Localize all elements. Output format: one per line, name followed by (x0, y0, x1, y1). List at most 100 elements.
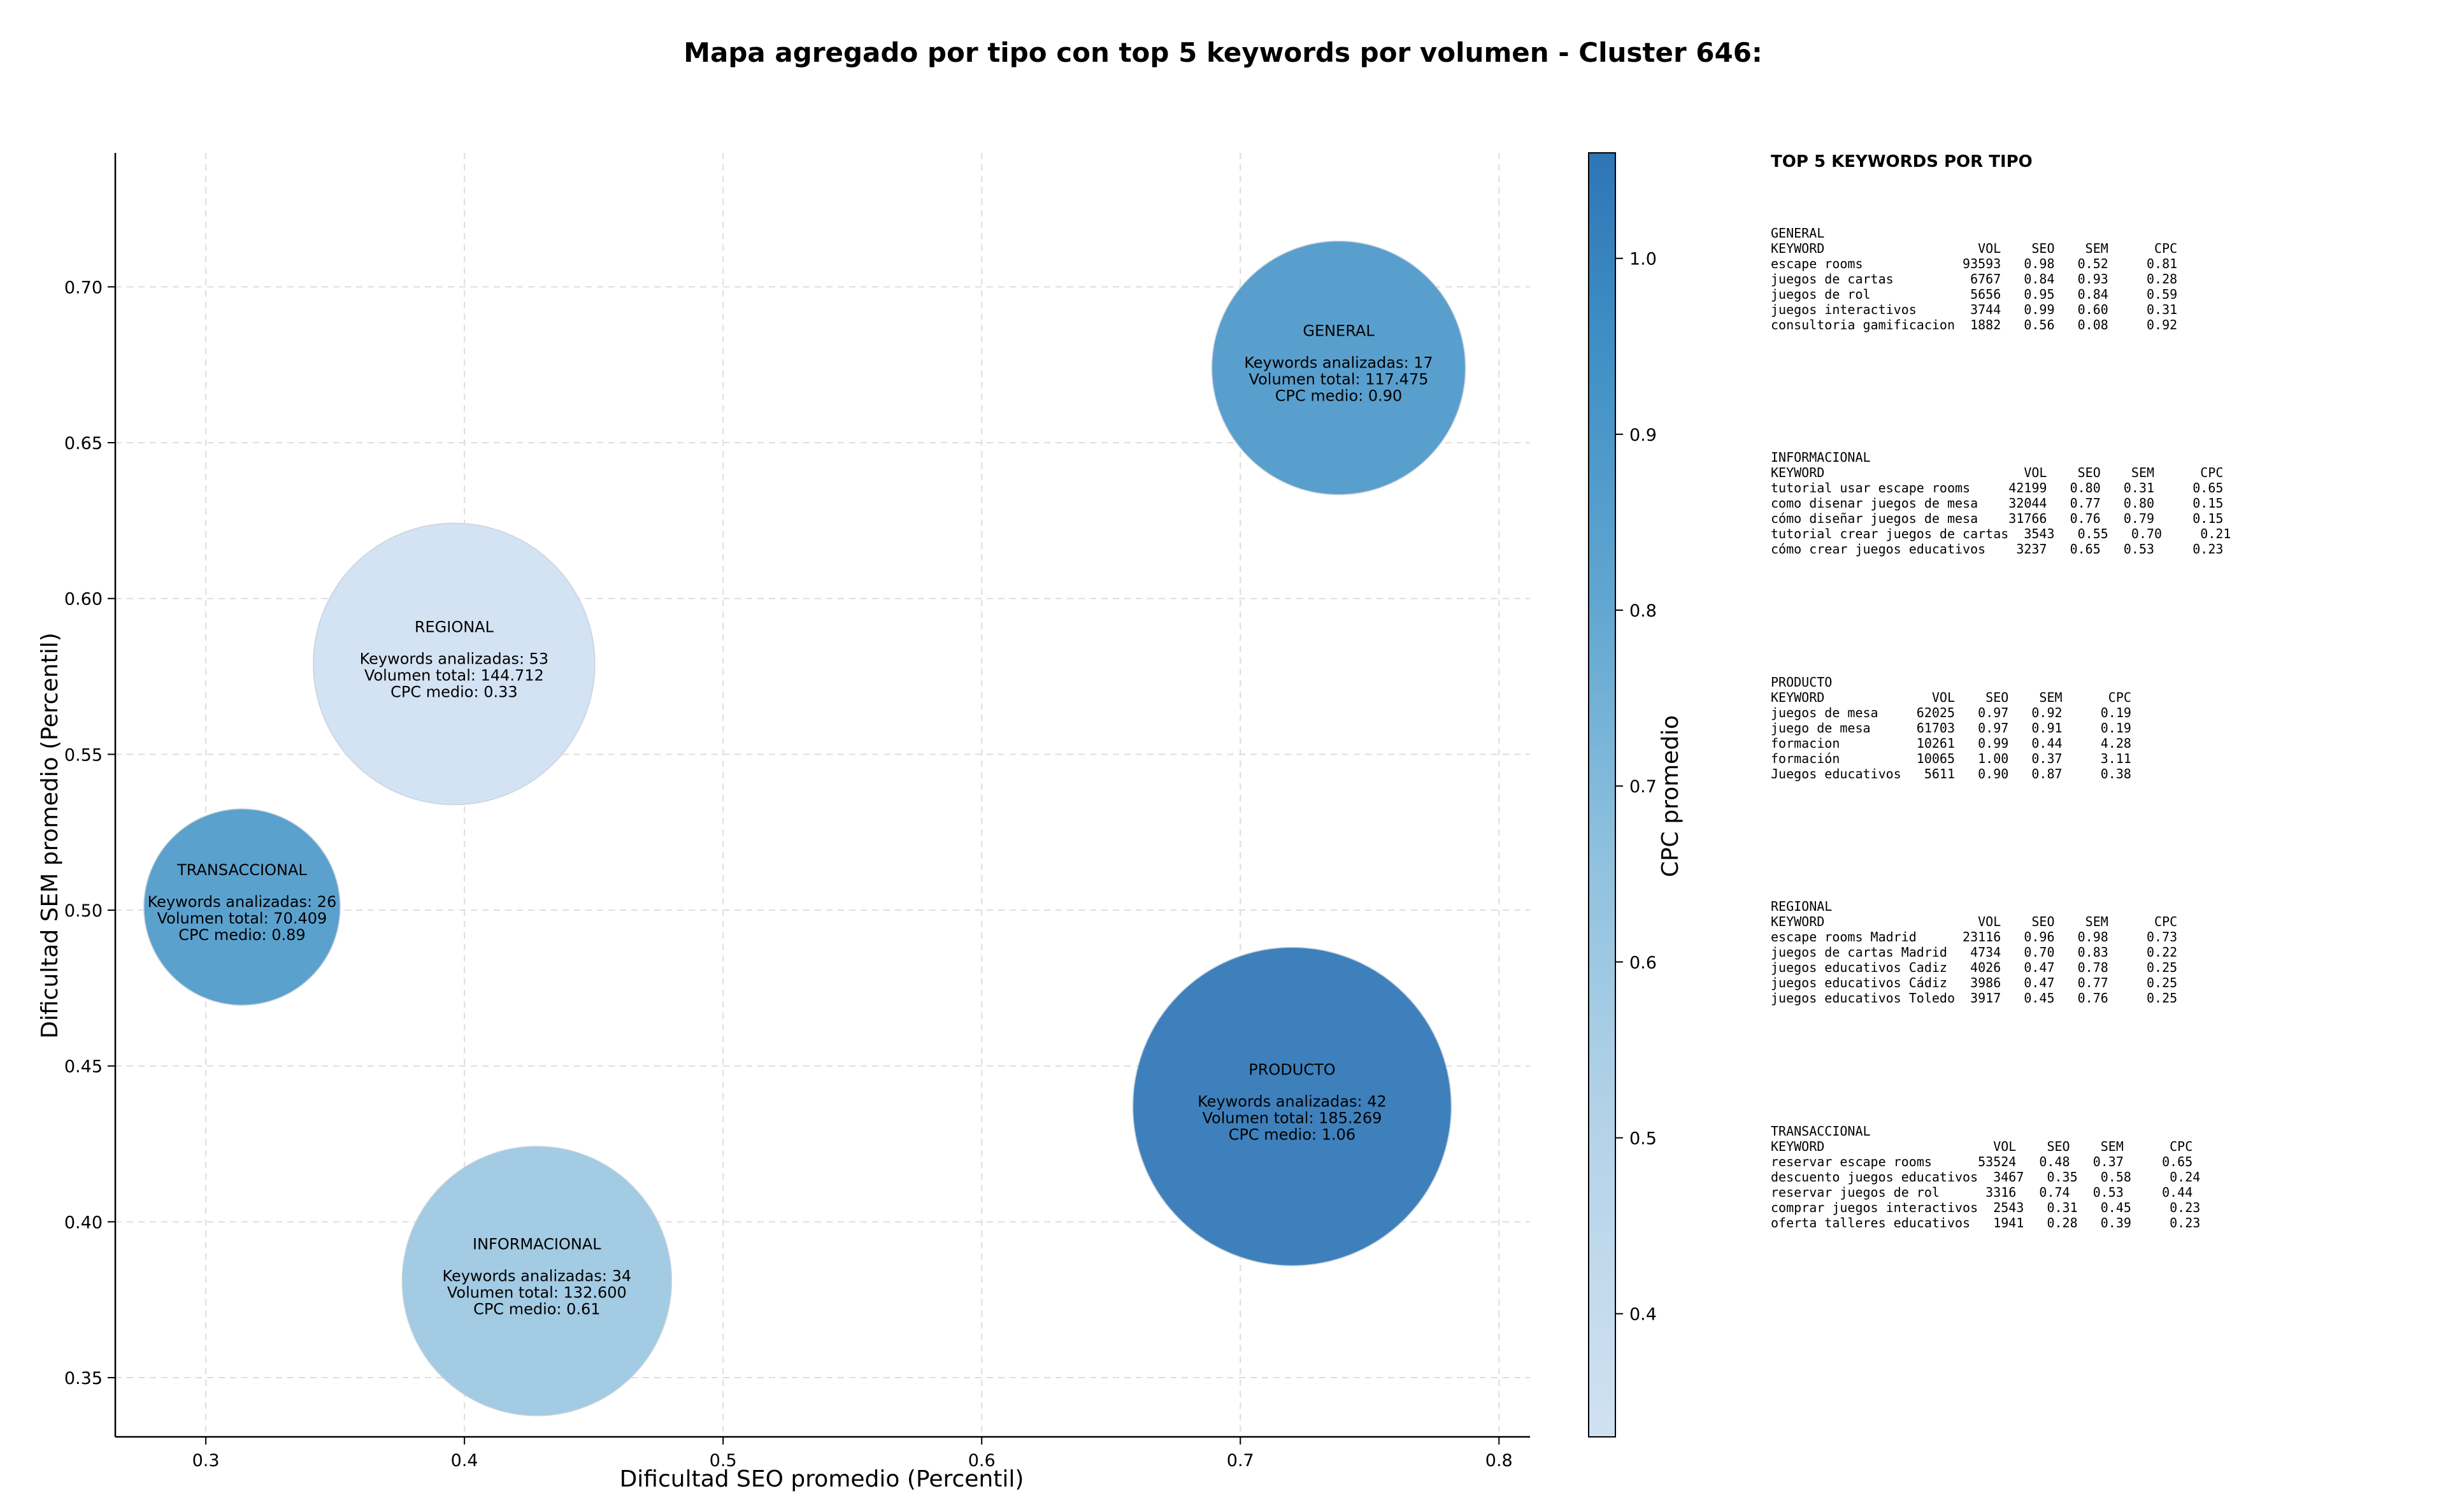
bubble-name: TRANSACCIONAL (176, 861, 307, 879)
bubble-stat: CPC medio: 1.06 (1229, 1125, 1356, 1143)
x-tick-label: 0.6 (968, 1451, 996, 1471)
keyword-row: reservar juegos de rol 3316 0.74 0.53 0.… (1771, 1185, 2192, 1200)
y-tick-label: 0.40 (64, 1213, 103, 1232)
keyword-row: Juegos educativos 5611 0.90 0.87 0.38 (1771, 766, 2131, 781)
keyword-row: reservar escape rooms 53524 0.48 0.37 0.… (1771, 1154, 2192, 1169)
keyword-row: cómo crear juegos educativos 3237 0.65 0… (1771, 541, 2223, 557)
y-tick-label: 0.70 (64, 278, 103, 297)
keyword-row: juego de mesa 61703 0.97 0.91 0.19 (1771, 720, 2131, 736)
keyword-row: descuento juegos educativos 3467 0.35 0.… (1771, 1169, 2200, 1185)
y-tick-label: 0.35 (64, 1369, 103, 1388)
colorbar-tick-label: 1.0 (1629, 250, 1657, 269)
y-tick-label: 0.50 (64, 901, 103, 921)
section-header-row: KEYWORD VOL SEO SEM CPC (1771, 241, 2177, 256)
bubble-stat: Keywords analizadas: 17 (1244, 354, 1433, 372)
keyword-row: juegos de rol 5656 0.95 0.84 0.59 (1771, 287, 2177, 302)
x-axis-label: Dificultad SEO promedio (Percentil) (620, 1466, 1024, 1492)
section-header-row: KEYWORD VOL SEO SEM CPC (1771, 914, 2177, 929)
bubble-stat: CPC medio: 0.89 (178, 926, 306, 944)
bubble-stat: Volumen total: 117.475 (1249, 371, 1429, 389)
colorbar-tick-label: 0.4 (1629, 1305, 1657, 1325)
bubble-stat: Volumen total: 185.269 (1202, 1109, 1382, 1127)
keyword-row: escape rooms 93593 0.98 0.52 0.81 (1771, 256, 2177, 271)
bubble-name: INFORMACIONAL (473, 1235, 601, 1253)
keyword-row: juegos educativos Toledo 3917 0.45 0.76 … (1771, 990, 2177, 1006)
colorbar-gradient (1588, 152, 1616, 1437)
keyword-row: juegos interactivos 3744 0.99 0.60 0.31 (1771, 302, 2177, 317)
y-tick-label: 0.45 (64, 1057, 103, 1077)
keyword-row: oferta talleres educativos 1941 0.28 0.3… (1771, 1215, 2200, 1230)
bubble-name: REGIONAL (415, 618, 494, 636)
x-tick-label: 0.7 (1227, 1451, 1254, 1471)
bubble-circle (401, 1146, 673, 1416)
keyword-row: juegos de mesa 62025 0.97 0.92 0.19 (1771, 705, 2131, 720)
keyword-row: escape rooms Madrid 23116 0.96 0.98 0.73 (1771, 929, 2177, 945)
section-heading: REGIONAL (1771, 899, 1832, 914)
keyword-row: como disenar juegos de mesa 32044 0.77 0… (1771, 496, 2223, 511)
keyword-row: juegos educativos Cadiz 4026 0.47 0.78 0… (1771, 960, 2177, 975)
keyword-row: consultoria gamificacion 1882 0.56 0.08 … (1771, 317, 2177, 332)
x-tick-label: 0.4 (451, 1451, 478, 1471)
section-heading: GENERAL (1771, 225, 1824, 241)
section-header-row: KEYWORD VOL SEO SEM CPC (1771, 1139, 2192, 1154)
bubble-stat: CPC medio: 0.90 (1275, 387, 1403, 405)
section-header-row: KEYWORD VOL SEO SEM CPC (1771, 465, 2223, 480)
keyword-row: cómo diseñar juegos de mesa 31766 0.76 0… (1771, 511, 2223, 526)
colorbar-tick-label: 0.8 (1629, 601, 1657, 621)
bubble-circle (313, 522, 596, 806)
section-heading: INFORMACIONAL (1771, 450, 1871, 465)
side-panel-title: TOP 5 KEYWORDS POR TIPO (1771, 152, 2033, 171)
axes: 0.3 0.4 0.5 0.6 0.7 0.8 0.35 0.40 0.45 0.50 0.55 0.… (64, 153, 1530, 1471)
bubble-stat: CPC medio: 0.33 (390, 683, 518, 701)
colorbar-tick-label: 0.6 (1629, 953, 1657, 973)
bubble-stat: Keywords analizadas: 42 (1198, 1092, 1387, 1110)
bubble-stat: Volumen total: 132.600 (447, 1283, 627, 1301)
colorbar-tick-label: 0.5 (1629, 1129, 1657, 1149)
bubble-name: PRODUCTO (1248, 1060, 1335, 1078)
colorbar-tick-label: 0.9 (1629, 425, 1657, 445)
chart-title: Mapa agregado por tipo con top 5 keyword… (683, 37, 1763, 68)
bubble-stat: Keywords analizadas: 53 (360, 650, 549, 667)
keyword-row: comprar juegos interactivos 2543 0.31 0.… (1771, 1200, 2200, 1215)
bubble-informacional: INFORMACIONAL Keywords analizadas: 34Volu… (401, 1146, 673, 1416)
section-heading: PRODUCTO (1771, 674, 1832, 690)
y-axis-label: Dificultad SEM promedio (Percentil) (37, 632, 63, 1039)
bubble-circle (1132, 946, 1452, 1267)
colorbar-ticks: 0.4 0.5 0.6 0.7 0.8 0.9 1.0 (1615, 250, 1657, 1325)
section-heading: TRANSACCIONAL (1771, 1123, 1871, 1139)
keyword-row: juegos de cartas Madrid 4734 0.70 0.83 0… (1771, 945, 2177, 960)
x-tick-label: 0.5 (710, 1451, 737, 1471)
bubble-stat: Keywords analizadas: 26 (148, 893, 337, 911)
keyword-row: formación 10065 1.00 0.37 3.11 (1771, 751, 2131, 766)
bubble-stat: CPC medio: 0.61 (473, 1300, 601, 1318)
keyword-row: juegos de cartas 6767 0.84 0.93 0.28 (1771, 271, 2177, 287)
colorbar: 0.4 0.5 0.6 0.7 0.8 0.9 1.0 CPC promedio (1588, 152, 1684, 1437)
bubble-name: GENERAL (1303, 322, 1375, 340)
colorbar-label: CPC promedio (1657, 715, 1684, 877)
keyword-row: formacion 10261 0.99 0.44 4.28 (1771, 736, 2131, 751)
colorbar-tick-label: 0.7 (1629, 777, 1657, 797)
bubble-circle (143, 808, 341, 1006)
keyword-row: tutorial crear juegos de cartas 3543 0.5… (1771, 526, 2231, 541)
keyword-row: tutorial usar escape rooms 42199 0.80 0.… (1771, 480, 2223, 496)
keyword-row: juegos educativos Cádiz 3986 0.47 0.77 0… (1771, 975, 2177, 990)
y-tick-label: 0.55 (64, 745, 103, 765)
section-header-row: KEYWORD VOL SEO SEM CPC (1771, 690, 2131, 705)
bubble-circle (1211, 240, 1466, 496)
bubble-transaccional: TRANSACCIONAL Keywords analizadas: 26Volu… (143, 808, 341, 1006)
bubble-stat: Volumen total: 144.712 (364, 666, 544, 684)
y-tick-label: 0.60 (64, 590, 103, 610)
bubble-stat: Volumen total: 70.409 (157, 909, 327, 927)
bubble-stat: Keywords analizadas: 34 (443, 1267, 632, 1285)
